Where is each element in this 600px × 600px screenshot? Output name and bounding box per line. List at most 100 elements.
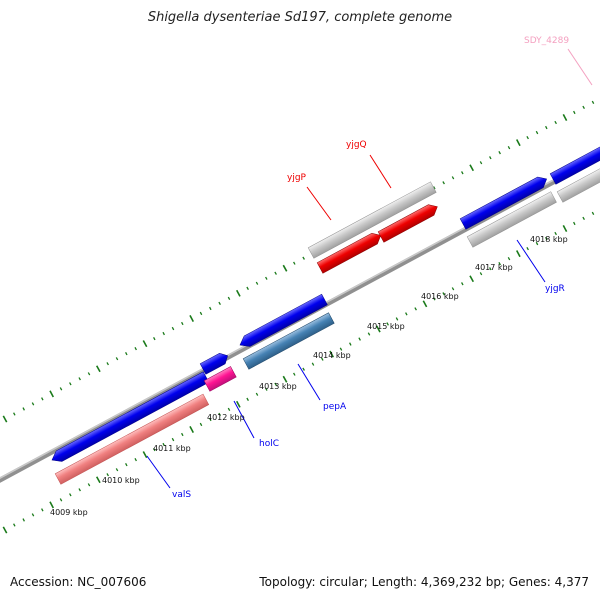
tick-mark: [162, 331, 165, 336]
tick-mark: [125, 352, 128, 356]
tick-mark: [422, 300, 428, 308]
tick-mark: [246, 286, 249, 291]
tick-mark: [49, 390, 55, 398]
tick-mark: [507, 146, 511, 150]
tick-mark: [106, 362, 109, 366]
tick-mark: [95, 476, 101, 484]
tick-mark: [235, 400, 241, 408]
tick-label: 4009 kbp: [50, 508, 88, 517]
tick-mark: [554, 120, 557, 125]
tick-mark: [498, 261, 501, 266]
holC-feature[interactable]: [203, 366, 237, 392]
tick-mark: [358, 337, 361, 341]
tick-label: 4015 kbp: [367, 322, 405, 331]
tick-mark: [573, 110, 576, 115]
edge-feature-grey[interactable]: [556, 162, 600, 203]
tick-mark: [451, 287, 455, 291]
tick-mark: [199, 422, 203, 427]
upper-tick-track: [2, 100, 595, 423]
tick-mark: [115, 357, 119, 361]
tick-mark: [526, 135, 529, 140]
tick-mark: [227, 407, 231, 412]
edge-gene-blue[interactable]: [549, 144, 600, 185]
tick-mark: [134, 458, 137, 462]
tick-mark: [469, 164, 475, 172]
tick-mark: [209, 417, 212, 422]
pepA-feature[interactable]: [242, 312, 335, 370]
tick-label: 4010 kbp: [102, 476, 140, 485]
valS-gene[interactable]: [49, 371, 210, 466]
tick-mark: [395, 317, 399, 321]
tick-mark: [41, 397, 44, 401]
tick-mark: [255, 281, 259, 285]
tick-mark: [582, 216, 585, 221]
yjgQ-label[interactable]: yjgQ: [346, 140, 367, 150]
tick-mark: [375, 325, 381, 333]
tick-mark: [78, 488, 81, 492]
tick-mark: [181, 321, 184, 326]
tick-mark: [282, 375, 288, 383]
yjgP-gene[interactable]: [316, 230, 383, 274]
tick-mark: [442, 181, 445, 185]
tick-mark: [469, 275, 475, 283]
tick-mark: [87, 372, 91, 376]
tick-mark: [246, 397, 249, 402]
tick-mark: [405, 312, 408, 316]
map-title: Shigella dysenteriae Sd197, complete gen…: [147, 10, 453, 25]
yjgR-feature[interactable]: [466, 191, 557, 248]
pepA-gene[interactable]: [237, 293, 328, 350]
pepA-label[interactable]: pepA: [323, 402, 347, 412]
tick-mark: [255, 392, 259, 396]
tick-mark: [59, 498, 63, 502]
tick-mark: [489, 267, 492, 271]
holC-gene[interactable]: [199, 350, 230, 375]
yjgR-label[interactable]: yjgR: [545, 284, 565, 294]
tick-label: 4018 kbp: [530, 235, 568, 244]
tick-label: 4011 kbp: [153, 444, 191, 453]
tick-label: 4013 kbp: [259, 382, 297, 391]
tick-mark: [582, 105, 585, 110]
tick-mark: [498, 150, 501, 155]
yjgP-label[interactable]: yjgP: [287, 173, 307, 183]
yjgQ-gene[interactable]: [377, 201, 440, 243]
tick-mark: [59, 387, 63, 391]
tick-mark: [199, 311, 203, 316]
valS-feature[interactable]: [54, 393, 210, 485]
lower-tick-track: [2, 211, 595, 534]
yjgPQ-feature[interactable]: [307, 181, 437, 259]
tick-label: 4014 kbp: [313, 351, 351, 360]
tick-mark: [235, 289, 241, 297]
tick-mark: [321, 357, 324, 361]
tick-mark: [265, 387, 268, 391]
tick-mark: [115, 468, 119, 472]
tick-mark: [2, 526, 8, 534]
holC-label[interactable]: holC: [259, 439, 279, 449]
valS-label[interactable]: valS: [172, 490, 191, 500]
tick-label: 4017 kbp: [475, 263, 513, 272]
tick-mark: [489, 156, 492, 160]
tick-mark: [367, 332, 371, 336]
tick-mark: [189, 315, 195, 322]
sdy4289-label[interactable]: SDY_4289: [524, 36, 569, 46]
genome-summary-text: Topology: circular; Length: 4,369,232 bp…: [259, 575, 589, 589]
tick-mark: [218, 412, 221, 417]
tick-mark: [181, 432, 184, 437]
tick-mark: [562, 114, 568, 121]
tick-labels: 4009 kbp 4010 kbp 4011 kbp 4012 kbp 4013…: [50, 235, 568, 517]
yjgR-gene[interactable]: [459, 174, 549, 230]
tick-mark: [31, 513, 35, 517]
tick-mark: [535, 130, 539, 135]
tick-mark: [461, 282, 464, 286]
tick-mark: [265, 276, 268, 280]
tick-mark: [433, 186, 436, 190]
tick-mark: [562, 225, 568, 232]
tick-mark: [554, 231, 557, 236]
tick-mark: [209, 306, 212, 311]
tick-mark: [414, 307, 417, 311]
tick-mark: [69, 493, 72, 497]
tick-mark: [13, 412, 16, 416]
tick-mark: [49, 501, 55, 509]
tick-mark: [479, 161, 483, 165]
tick-mark: [162, 442, 165, 447]
tick-mark: [171, 437, 175, 442]
